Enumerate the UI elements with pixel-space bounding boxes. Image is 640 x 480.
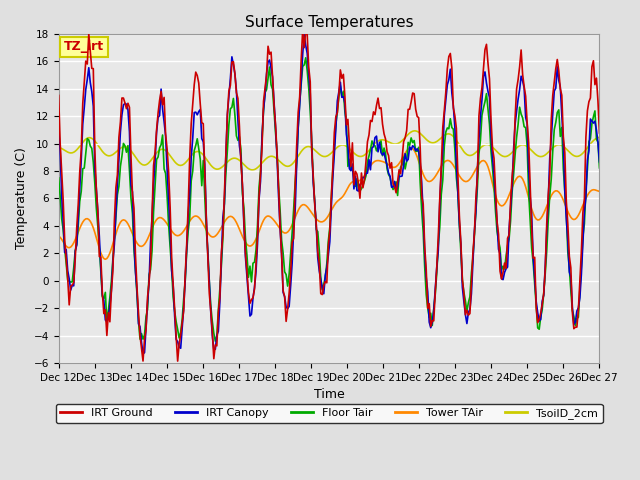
- Legend: IRT Ground, IRT Canopy, Floor Tair, Tower TAir, TsoilD_2cm: IRT Ground, IRT Canopy, Floor Tair, Towe…: [56, 404, 603, 423]
- X-axis label: Time: Time: [314, 388, 344, 401]
- Title: Surface Temperatures: Surface Temperatures: [244, 15, 413, 30]
- Y-axis label: Temperature (C): Temperature (C): [15, 147, 28, 250]
- Text: TZ_irt: TZ_irt: [64, 40, 104, 53]
